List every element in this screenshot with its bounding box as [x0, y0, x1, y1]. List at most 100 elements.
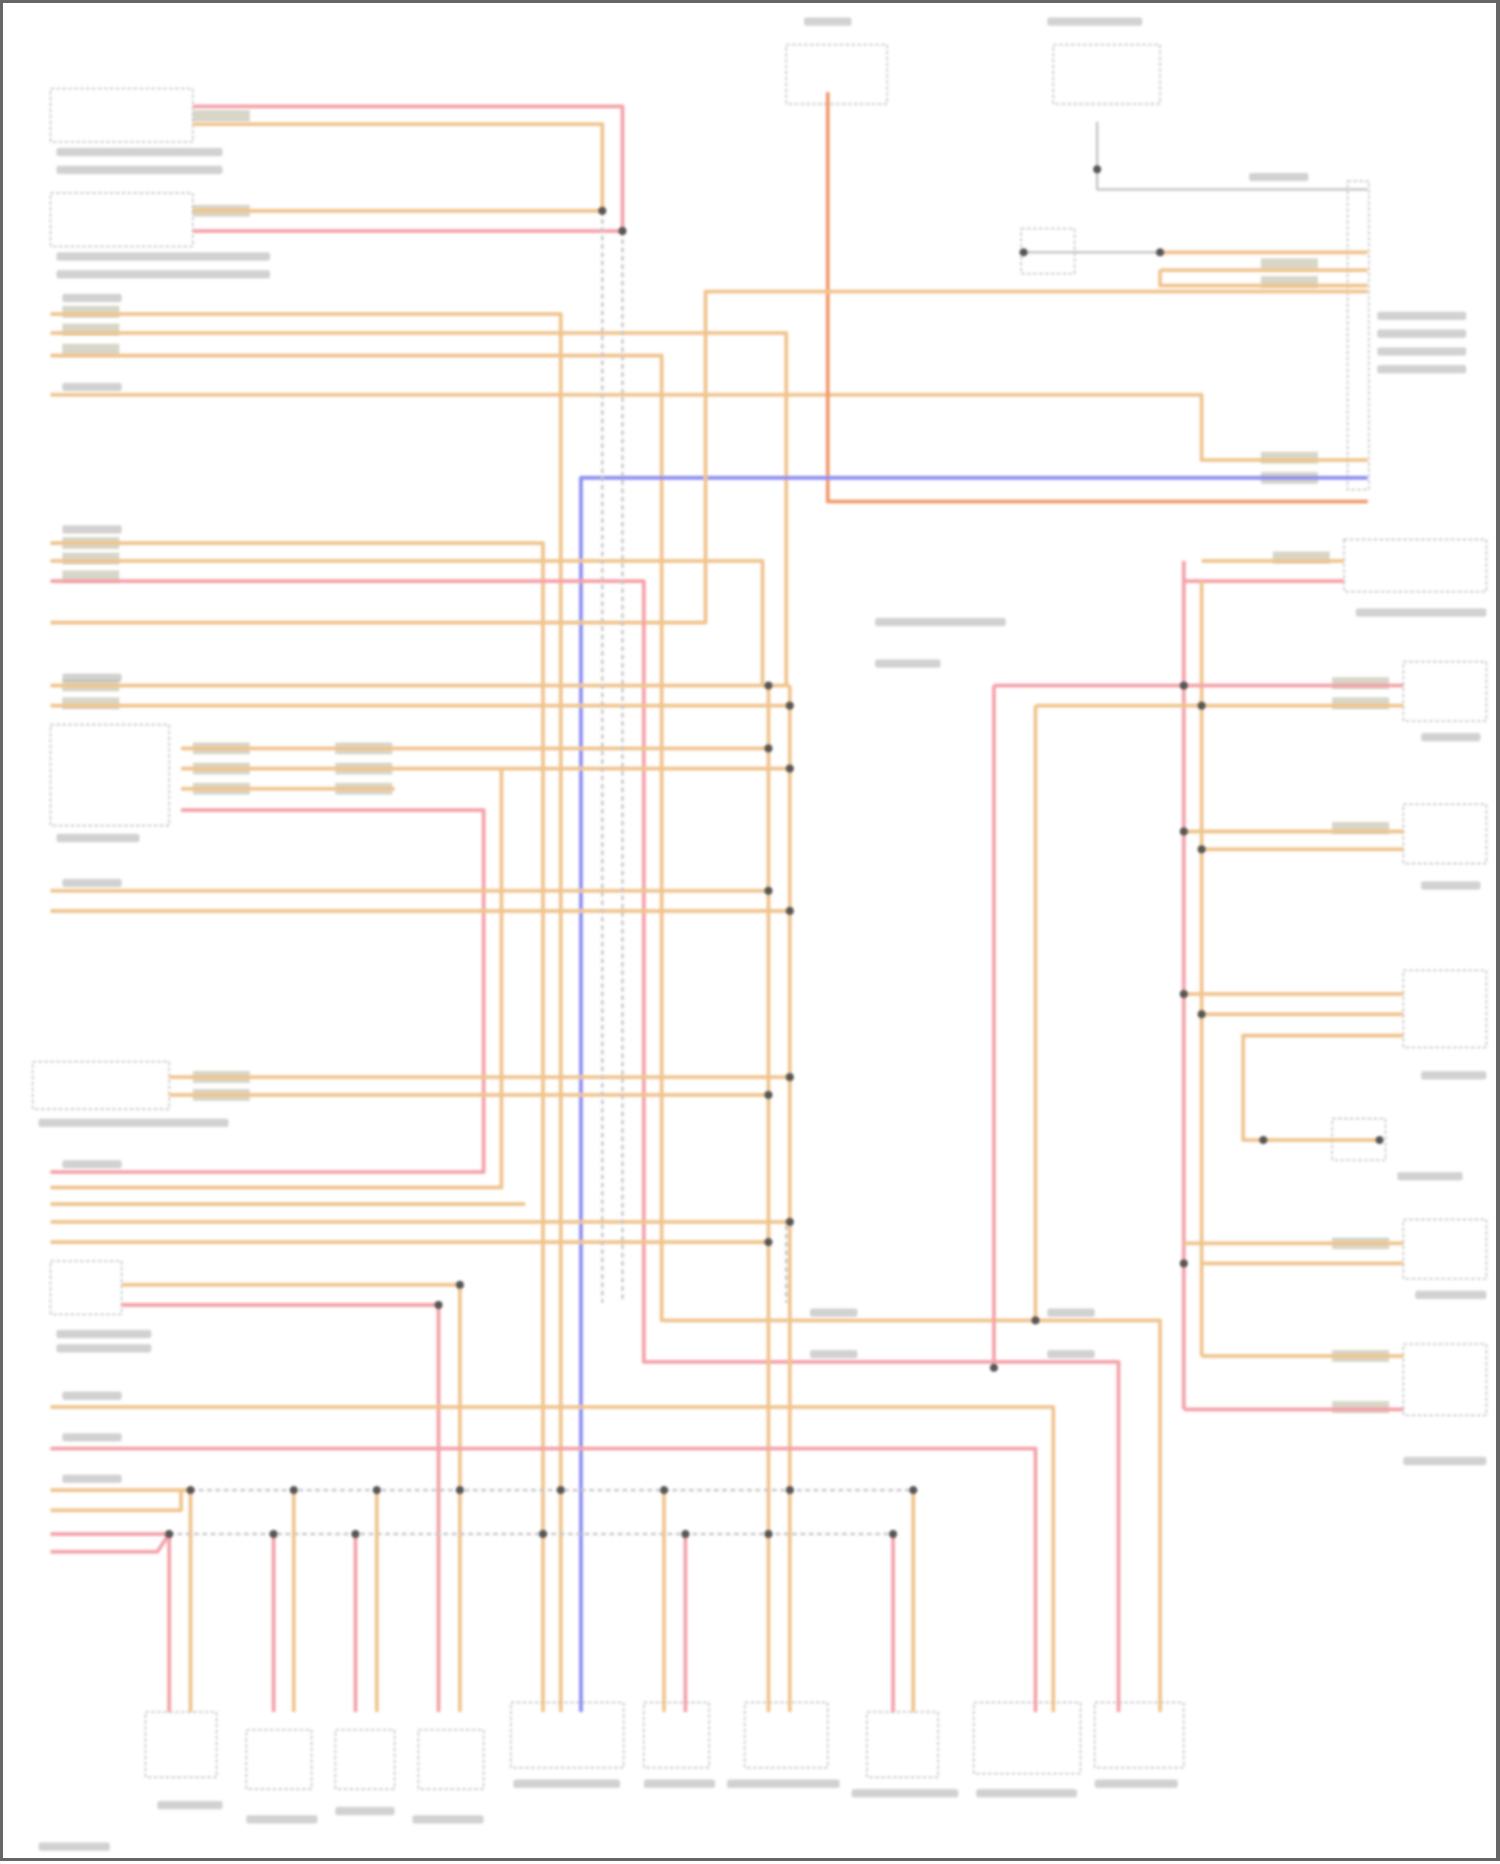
label-text: [62, 1474, 122, 1483]
label-text: [56, 833, 140, 843]
wire-pink: [192, 104, 625, 233]
junction-dot: [1179, 827, 1188, 836]
label-text: [1047, 1308, 1095, 1317]
junction-dot: [989, 1363, 998, 1372]
label-text: [1377, 365, 1467, 374]
label-text: [809, 1308, 858, 1317]
wire-tan: [1035, 1318, 1162, 1712]
junction-dot: [1179, 681, 1188, 690]
wire-tan: [50, 392, 1368, 462]
wire-tan: [50, 1405, 1056, 1712]
label-text: [1415, 1290, 1487, 1300]
wire-tan: [50, 289, 1368, 625]
wire-orange: [825, 92, 1368, 504]
wire-color-label: [62, 552, 120, 565]
component-box: [49, 1260, 123, 1316]
wire-tan: [50, 312, 563, 1712]
wire-tan: [50, 353, 1036, 1323]
wire-color-label: [1332, 821, 1390, 834]
junction-dot: [1031, 1316, 1040, 1325]
component-box: [334, 1728, 396, 1790]
wire-color-label: [62, 343, 120, 356]
wire-color-label: [1332, 697, 1390, 710]
component-box: [1343, 538, 1488, 593]
component-box: [743, 1701, 829, 1769]
junction-dot: [289, 1486, 298, 1495]
junction-dot: [785, 1486, 794, 1495]
wire-color-label: [62, 697, 120, 710]
junction-dot: [598, 206, 607, 215]
component-box: [49, 723, 170, 827]
junction-dot: [1197, 701, 1206, 710]
wire-pink: [50, 579, 1121, 1712]
component-box: [785, 43, 888, 105]
component-box: [1052, 43, 1161, 105]
junction-dot: [1019, 248, 1028, 257]
label-text: [62, 382, 122, 392]
junction-dot: [618, 226, 627, 236]
junction-dot: [372, 1486, 381, 1495]
wire-pink: [50, 1446, 1038, 1712]
junction-dot: [434, 1300, 443, 1309]
label-text: [976, 1789, 1077, 1798]
wire-color-label: [62, 305, 120, 318]
wire-tan: [192, 122, 605, 213]
wire-tan: [1241, 1033, 1404, 1142]
component-box: [1402, 660, 1488, 722]
label-text: [62, 1391, 122, 1400]
wire-color-label: [192, 109, 250, 122]
component-box: [49, 192, 194, 248]
junction-dot: [1156, 248, 1165, 257]
wiring-diagram: [31, 17, 1488, 1851]
label-text: [38, 1842, 110, 1851]
label-text: [62, 525, 122, 534]
junction-dot: [1093, 165, 1102, 174]
wire-color-label: [62, 570, 120, 583]
wire-gray: [1095, 121, 1368, 191]
component-box: [49, 87, 194, 143]
wire-color-label: [1260, 258, 1318, 271]
wire-color-label: [1260, 276, 1318, 288]
label-text: [1377, 311, 1467, 320]
label-text: [62, 1160, 122, 1169]
label-text: [1249, 172, 1309, 182]
label-text: [62, 293, 122, 303]
junction-dot: [785, 906, 794, 915]
label-text: [1421, 1071, 1487, 1080]
junction-dot: [764, 744, 773, 753]
junction-dot: [186, 1486, 195, 1495]
label-text: [1421, 881, 1481, 890]
label-text: [56, 270, 271, 279]
wire-pink: [50, 1532, 172, 1712]
wire-color-label: [62, 323, 120, 336]
label-text: [1355, 608, 1487, 617]
label-text: [246, 1815, 318, 1824]
label-text: [56, 147, 223, 157]
junction-dot: [764, 1090, 773, 1099]
label-text: [804, 17, 852, 26]
wire-pink: [50, 1532, 171, 1554]
junction-dot: [538, 1529, 547, 1539]
label-text: [1403, 1456, 1487, 1466]
junction-dot: [764, 886, 773, 895]
junction-dot: [556, 1486, 565, 1495]
wire-blue: [579, 475, 1368, 1712]
wire-tan: [121, 1282, 462, 1712]
component-box: [1346, 180, 1370, 491]
label-text: [513, 1779, 621, 1788]
wire-color-label: [1260, 451, 1318, 464]
junction-dot: [1179, 989, 1188, 999]
label-text: [1397, 1172, 1463, 1181]
junction-dot: [888, 1529, 898, 1539]
wire-tan: [50, 331, 789, 686]
label-text: [875, 617, 1006, 627]
junction-dot: [785, 1073, 794, 1082]
label-text: [1047, 17, 1143, 26]
wire-color-label: [1332, 1401, 1390, 1413]
junction-dot: [1197, 845, 1206, 854]
junction-dot: [1197, 1010, 1206, 1019]
component-box: [510, 1701, 625, 1769]
label-text: [1094, 1779, 1178, 1788]
component-box: [144, 1711, 218, 1779]
